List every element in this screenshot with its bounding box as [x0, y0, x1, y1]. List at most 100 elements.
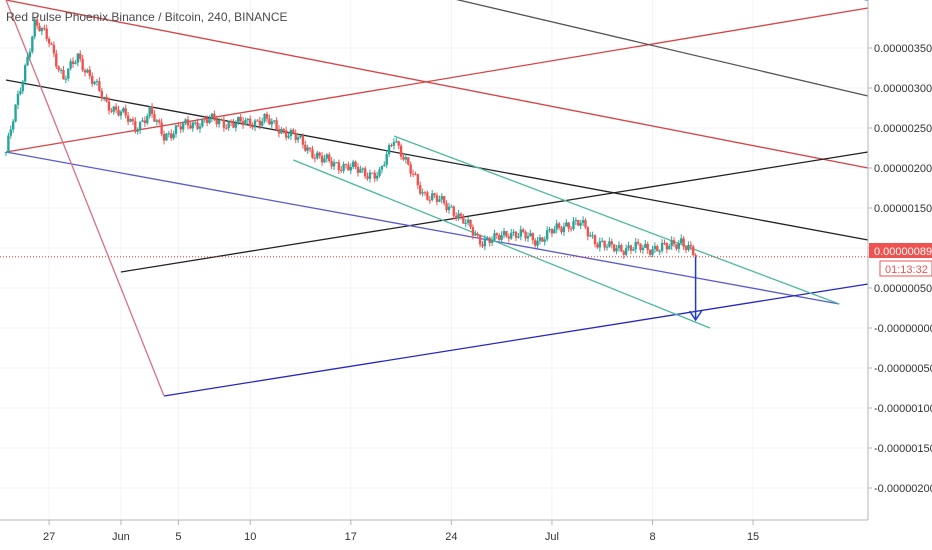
time-tick-label: 24 [445, 531, 457, 543]
red-trend-rising[interactable] [5, 7, 869, 153]
blue-support-rising[interactable] [163, 283, 869, 397]
candle-up [450, 206, 453, 208]
candle-up [261, 121, 264, 126]
candle-down [45, 28, 48, 39]
candle-down [399, 145, 403, 157]
candle-up [244, 120, 247, 126]
candle-up [589, 235, 592, 237]
candle-up [40, 27, 44, 32]
candle-down [682, 238, 685, 247]
candle-up [184, 119, 187, 124]
candle-down [402, 156, 405, 160]
projection-arrow[interactable] [688, 256, 703, 322]
candle-up [198, 126, 202, 129]
candle-down [622, 251, 625, 255]
gray-trend-top[interactable] [322, 0, 869, 97]
candle-up [361, 168, 364, 170]
candle-up [165, 133, 168, 141]
candle-up [76, 53, 80, 63]
price-axis[interactable]: 0.00000350 0.00000300 0.00000250 0.00000200… [868, 43, 932, 495]
time-axis[interactable]: 27 Jun 5 10 17 24 Jul 8 15 [43, 520, 759, 543]
candle-up [605, 246, 609, 248]
candle-down [232, 122, 235, 128]
candle-up [289, 129, 293, 137]
candle-up [404, 157, 408, 160]
candle-down [258, 120, 262, 126]
time-tick-label: 5 [175, 531, 181, 543]
candle-down [88, 69, 92, 76]
price-badges: 0.00000089 01:13:32 [869, 243, 932, 277]
candle-down [337, 162, 341, 171]
candle-up [227, 121, 230, 129]
teal-channel-upper[interactable] [393, 135, 840, 305]
candle-down [251, 126, 254, 128]
candle-up [95, 81, 99, 83]
time-axis-panel[interactable] [0, 520, 932, 550]
price-tick-label: -0.00000050 [874, 363, 932, 375]
candle-down [179, 126, 182, 130]
candle-down [459, 213, 463, 216]
candle-down [55, 53, 58, 67]
candle-up [526, 236, 530, 239]
time-tick-label: Jul [545, 531, 559, 543]
candle-up [651, 249, 654, 255]
candle-down [454, 215, 458, 219]
arrow-head[interactable] [688, 310, 703, 322]
candle-down [505, 231, 508, 237]
candle-down [636, 241, 640, 244]
candle-down [344, 164, 348, 166]
candle-up [500, 235, 503, 240]
candle-up [581, 220, 585, 224]
teal-channel-lower[interactable] [293, 159, 711, 329]
candle-down [160, 122, 163, 134]
candle-down [79, 53, 82, 59]
black-trend-rising[interactable] [120, 151, 869, 273]
candle-down [507, 236, 511, 239]
candle-down [567, 222, 570, 229]
candle-up [565, 222, 568, 227]
candle-up [512, 231, 515, 233]
candle-down [665, 243, 669, 250]
candle-down [452, 206, 455, 216]
candle-down [498, 235, 501, 240]
candle-up [359, 169, 362, 173]
candle-down [43, 27, 46, 29]
red-trend-upper[interactable] [5, 0, 869, 169]
candle-down [222, 119, 226, 128]
blue-trend-falling[interactable] [5, 151, 840, 305]
pink-fan-drop[interactable] [5, 0, 165, 397]
candle-up [325, 154, 329, 159]
candle-down [62, 69, 65, 80]
candle-up [474, 234, 477, 236]
candle-up [234, 123, 238, 128]
candle-down [620, 245, 623, 252]
candle-down [301, 135, 305, 145]
candle-up [287, 136, 290, 138]
candle-down [131, 119, 135, 122]
candle-up [555, 223, 558, 230]
candle-up [349, 166, 352, 171]
time-tick-label: 15 [747, 531, 759, 543]
trendline-drawings[interactable] [5, 0, 869, 397]
candle-up [553, 229, 556, 234]
candle-down [541, 237, 544, 242]
candle-down [265, 113, 269, 119]
candle-up [270, 121, 273, 125]
candle-up [687, 244, 690, 251]
candle-down [411, 173, 415, 175]
symbol-title: Red Pulse Phoenix Binance / Bitcoin [6, 10, 201, 24]
candle-down [481, 244, 484, 247]
candle-down [313, 157, 317, 159]
candle-down [256, 120, 259, 122]
candle-up [172, 133, 175, 139]
price-tick-label: 0.00000350 [874, 43, 932, 55]
candle-up [591, 235, 594, 237]
candle-down [596, 244, 599, 248]
candle-down [550, 229, 554, 234]
candle-down [282, 128, 285, 131]
candle-up [538, 237, 542, 241]
candle-down [569, 228, 573, 230]
